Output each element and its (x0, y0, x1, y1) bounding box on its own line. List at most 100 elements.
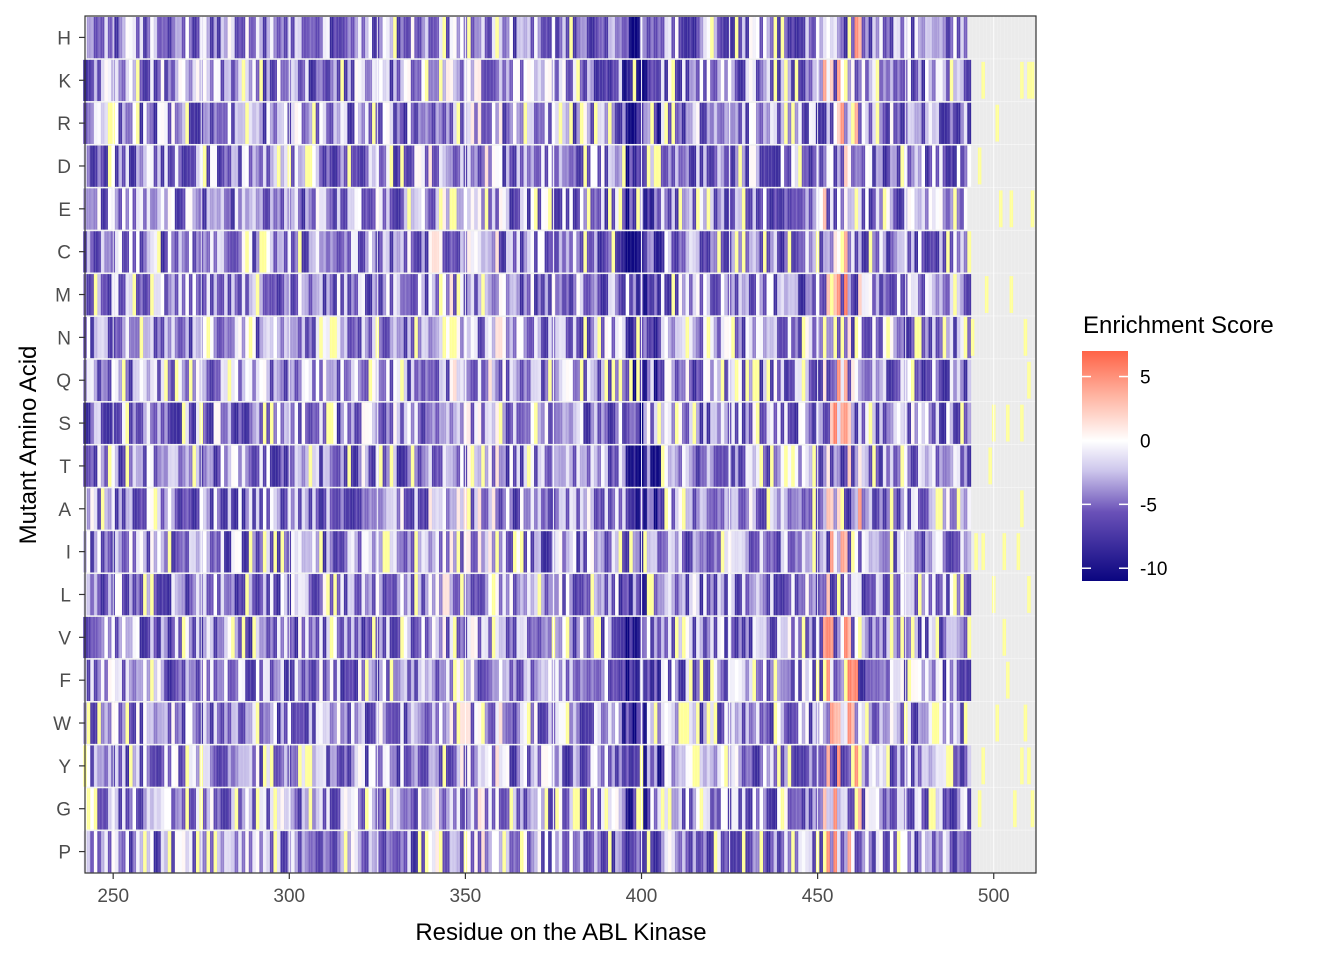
heatmap-cell (86, 445, 91, 487)
heatmap-cell (107, 745, 112, 787)
heatmap-cell (146, 145, 151, 187)
heatmap-cell (86, 574, 91, 616)
heatmap-cell (942, 402, 947, 444)
heatmap-cell (410, 231, 415, 273)
heatmap-cell (121, 488, 126, 530)
heatmap-cell (541, 831, 545, 873)
heatmap-cell (872, 445, 877, 487)
heatmap-cell (882, 574, 887, 616)
heatmap-cell (357, 59, 362, 102)
heatmap-cell (910, 17, 915, 59)
heatmap-cell (562, 59, 567, 102)
heatmap-cell (875, 231, 880, 273)
heatmap-cell (227, 231, 232, 273)
heatmap-cell (678, 745, 683, 787)
heatmap-cell (858, 359, 862, 402)
heatmap-cell (854, 659, 859, 701)
heatmap-cell (682, 659, 686, 701)
heatmap-cell (357, 616, 362, 659)
heatmap-cell (227, 574, 232, 616)
heatmap-cell (153, 188, 158, 230)
heatmap-cell (400, 659, 405, 701)
heatmap-cell (308, 17, 313, 59)
heatmap-cell (350, 145, 355, 187)
heatmap-cell (460, 274, 464, 316)
heatmap-cell (569, 402, 574, 444)
heatmap-cell (195, 188, 200, 230)
heatmap-cell (889, 788, 894, 830)
heatmap-cell (770, 188, 774, 230)
heatmap-cell (586, 102, 591, 144)
heatmap-cell (417, 274, 422, 316)
heatmap-cell (907, 745, 912, 787)
heatmap-cell (446, 788, 450, 830)
heatmap-cell (921, 402, 926, 444)
heatmap-cell (329, 359, 334, 402)
heatmap-cell (213, 17, 218, 59)
heatmap-cell (618, 445, 623, 487)
heatmap-cell (160, 231, 165, 273)
heatmap-cell (329, 59, 334, 102)
heatmap-cell (692, 59, 697, 102)
heatmap-cell (192, 445, 197, 487)
heatmap-cell (90, 188, 95, 230)
heatmap-cell (537, 745, 542, 787)
heatmap-cell (298, 17, 302, 59)
heatmap-cell (949, 102, 954, 144)
heatmap-cell (622, 745, 626, 787)
heatmap-cell (808, 17, 813, 59)
heatmap-cell (836, 145, 841, 187)
heatmap-cell (477, 102, 482, 144)
heatmap-cell (794, 17, 799, 59)
heatmap-cell (608, 316, 612, 359)
heatmap-cell (829, 145, 834, 187)
heatmap-cell (822, 316, 827, 359)
heatmap-cell (467, 188, 471, 230)
heatmap-cell (653, 745, 658, 787)
heatmap-cell (326, 445, 331, 487)
heatmap-cell (146, 402, 151, 444)
heatmap-cell (512, 531, 517, 573)
heatmap-cell (100, 359, 105, 402)
heatmap-cell (294, 616, 299, 659)
heatmap-cell (502, 616, 507, 659)
heatmap-cell (350, 531, 355, 573)
heatmap-cell (150, 702, 154, 744)
heatmap-cell (562, 231, 567, 273)
heatmap-cell (615, 274, 619, 316)
heatmap-cell (773, 188, 778, 230)
heatmap-cell (372, 531, 376, 573)
heatmap-cell (629, 445, 633, 487)
heatmap-cell (181, 188, 186, 230)
heatmap-cell (284, 831, 288, 873)
heatmap-cell (417, 102, 422, 144)
heatmap-cell (396, 188, 401, 230)
heatmap-cell (812, 145, 817, 187)
heatmap-cell (241, 531, 246, 573)
heatmap-cell (836, 188, 841, 230)
heatmap-cell (886, 574, 891, 616)
heatmap-cell (854, 188, 859, 230)
heatmap-cell (121, 402, 126, 444)
heatmap-cell (569, 659, 574, 701)
heatmap-cell (192, 402, 197, 444)
heatmap-cell (664, 231, 669, 273)
heatmap-cell (301, 745, 306, 787)
heatmap-cell (935, 745, 940, 787)
heatmap-cell (748, 274, 753, 316)
heatmap-cell (544, 402, 549, 444)
heatmap-cell (946, 402, 950, 444)
heatmap-cell (372, 359, 376, 402)
heatmap-cell (657, 145, 662, 187)
heatmap-cell (738, 745, 743, 787)
heatmap-cell (400, 702, 405, 744)
heatmap-cell (555, 831, 560, 873)
heatmap-cell (319, 359, 324, 402)
heatmap-cell (294, 145, 299, 187)
heatmap-cell (136, 831, 140, 873)
heatmap-cell (414, 17, 419, 59)
heatmap-cell (977, 790, 982, 828)
heatmap-cell (248, 145, 253, 187)
heatmap-cell (417, 445, 422, 487)
heatmap-cell (956, 231, 961, 273)
